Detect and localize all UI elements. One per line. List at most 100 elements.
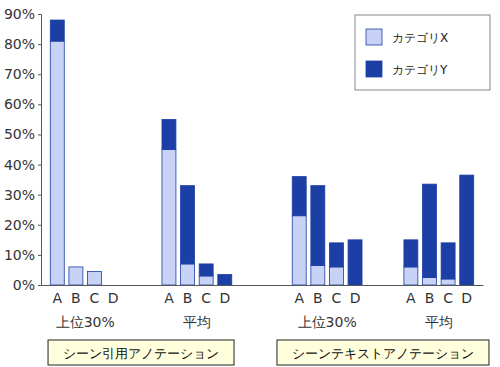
x-tick: A bbox=[52, 290, 62, 306]
x-tick: A bbox=[406, 290, 416, 306]
x-tick: B bbox=[183, 290, 193, 306]
bar bbox=[162, 119, 176, 149]
y-tick-mark bbox=[38, 44, 41, 45]
bar bbox=[329, 243, 343, 267]
group-box bbox=[277, 340, 489, 365]
bar bbox=[69, 266, 83, 267]
y-tick-mark bbox=[38, 285, 41, 286]
legend-label: カテゴリX bbox=[392, 31, 448, 45]
x-tick-label: B bbox=[425, 290, 435, 306]
x-tick-label: D bbox=[108, 290, 119, 306]
bar bbox=[460, 175, 474, 285]
bar bbox=[106, 285, 120, 286]
x-tick: D bbox=[350, 290, 361, 306]
y-tick: 20% bbox=[4, 217, 41, 233]
bar bbox=[311, 265, 325, 285]
chart: 0%10%20%30%40%50%60%70%80%90%ABCDABCDABC… bbox=[0, 0, 500, 367]
x-tick-label: C bbox=[332, 290, 342, 306]
y-tick: 50% bbox=[4, 126, 41, 142]
x-tick-label: A bbox=[52, 290, 62, 306]
bar bbox=[311, 186, 325, 266]
group-label-box: シーン引用アノテーション bbox=[48, 340, 234, 365]
bar bbox=[69, 267, 83, 285]
group-box bbox=[48, 340, 234, 365]
x-tick: B bbox=[71, 290, 81, 306]
x-axis: ABCDABCDABCDABCD bbox=[42, 286, 484, 306]
x-tick-label: D bbox=[350, 290, 361, 306]
bar bbox=[404, 240, 418, 267]
bar bbox=[88, 271, 102, 285]
group-label: シーンテキストアノテーション bbox=[292, 346, 474, 361]
y-tick: 70% bbox=[4, 66, 41, 82]
subgroup-label: 平均 bbox=[183, 314, 211, 330]
y-tick-label: 70% bbox=[4, 66, 35, 82]
bar bbox=[423, 184, 437, 277]
y-tick-label: 80% bbox=[4, 36, 35, 52]
bar bbox=[181, 264, 195, 285]
y-tick-label: 10% bbox=[4, 247, 35, 263]
y-tick-label: 20% bbox=[4, 217, 35, 233]
legend: カテゴリX カテゴリY bbox=[355, 15, 490, 90]
bar bbox=[218, 274, 232, 285]
bar bbox=[50, 20, 64, 41]
y-axis-line bbox=[41, 15, 42, 286]
bar bbox=[348, 240, 362, 285]
y-axis: 0% 10% 20% 30% 40% 50% 60% 70% 80% 90% bbox=[4, 6, 42, 293]
x-axis-line bbox=[42, 285, 484, 286]
bar bbox=[404, 267, 418, 285]
x-tick-label: A bbox=[164, 290, 174, 306]
y-tick: 60% bbox=[4, 96, 41, 112]
y-tick: 10% bbox=[4, 247, 41, 263]
y-tick-label: 90% bbox=[4, 6, 35, 22]
x-tick: D bbox=[219, 290, 230, 306]
y-tick: 30% bbox=[4, 187, 41, 203]
bar bbox=[329, 267, 343, 285]
bar bbox=[292, 216, 306, 285]
bar bbox=[181, 186, 195, 264]
x-tick-label: C bbox=[90, 290, 100, 306]
y-tick: 40% bbox=[4, 157, 41, 173]
x-tick: B bbox=[425, 290, 435, 306]
y-tick-label: 50% bbox=[4, 126, 35, 142]
x-tick: D bbox=[461, 290, 472, 306]
x-tick: B bbox=[313, 290, 323, 306]
y-tick-mark bbox=[38, 225, 41, 226]
x-tick: A bbox=[164, 290, 174, 306]
y-tick-label: 0% bbox=[13, 277, 35, 293]
bar bbox=[292, 177, 306, 216]
y-tick-mark bbox=[38, 165, 41, 166]
x-tick-label: B bbox=[71, 290, 81, 306]
y-tick: 0% bbox=[13, 277, 41, 293]
legend-label: カテゴリY bbox=[392, 63, 448, 77]
x-tick: C bbox=[201, 290, 211, 306]
legend-frame bbox=[355, 15, 490, 90]
bar bbox=[441, 279, 455, 285]
x-tick-label: B bbox=[313, 290, 323, 306]
legend-swatch bbox=[366, 29, 382, 45]
bar bbox=[441, 243, 455, 279]
y-tick: 90% bbox=[4, 6, 41, 22]
y-tick-mark bbox=[38, 134, 41, 135]
bar bbox=[423, 277, 437, 285]
x-tick-label: D bbox=[461, 290, 472, 306]
bar bbox=[162, 150, 176, 286]
x-tick-label: C bbox=[443, 290, 453, 306]
x-tick: C bbox=[332, 290, 342, 306]
x-tick: A bbox=[294, 290, 304, 306]
subgroup-label: 上位30% bbox=[56, 314, 115, 330]
y-tick-mark bbox=[38, 14, 41, 15]
y-tick-mark bbox=[38, 74, 41, 75]
bar bbox=[106, 285, 120, 286]
y-tick-mark bbox=[38, 104, 41, 105]
y-tick-mark bbox=[38, 195, 41, 196]
y-tick: 80% bbox=[4, 36, 41, 52]
group-label-box: シーンテキストアノテーション bbox=[277, 340, 489, 365]
y-tick-label: 40% bbox=[4, 157, 35, 173]
y-tick-label: 60% bbox=[4, 96, 35, 112]
x-tick-label: A bbox=[294, 290, 304, 306]
bar bbox=[199, 276, 213, 285]
bar bbox=[199, 264, 213, 276]
x-tick: C bbox=[90, 290, 100, 306]
bar bbox=[88, 271, 102, 272]
x-tick-label: A bbox=[406, 290, 416, 306]
